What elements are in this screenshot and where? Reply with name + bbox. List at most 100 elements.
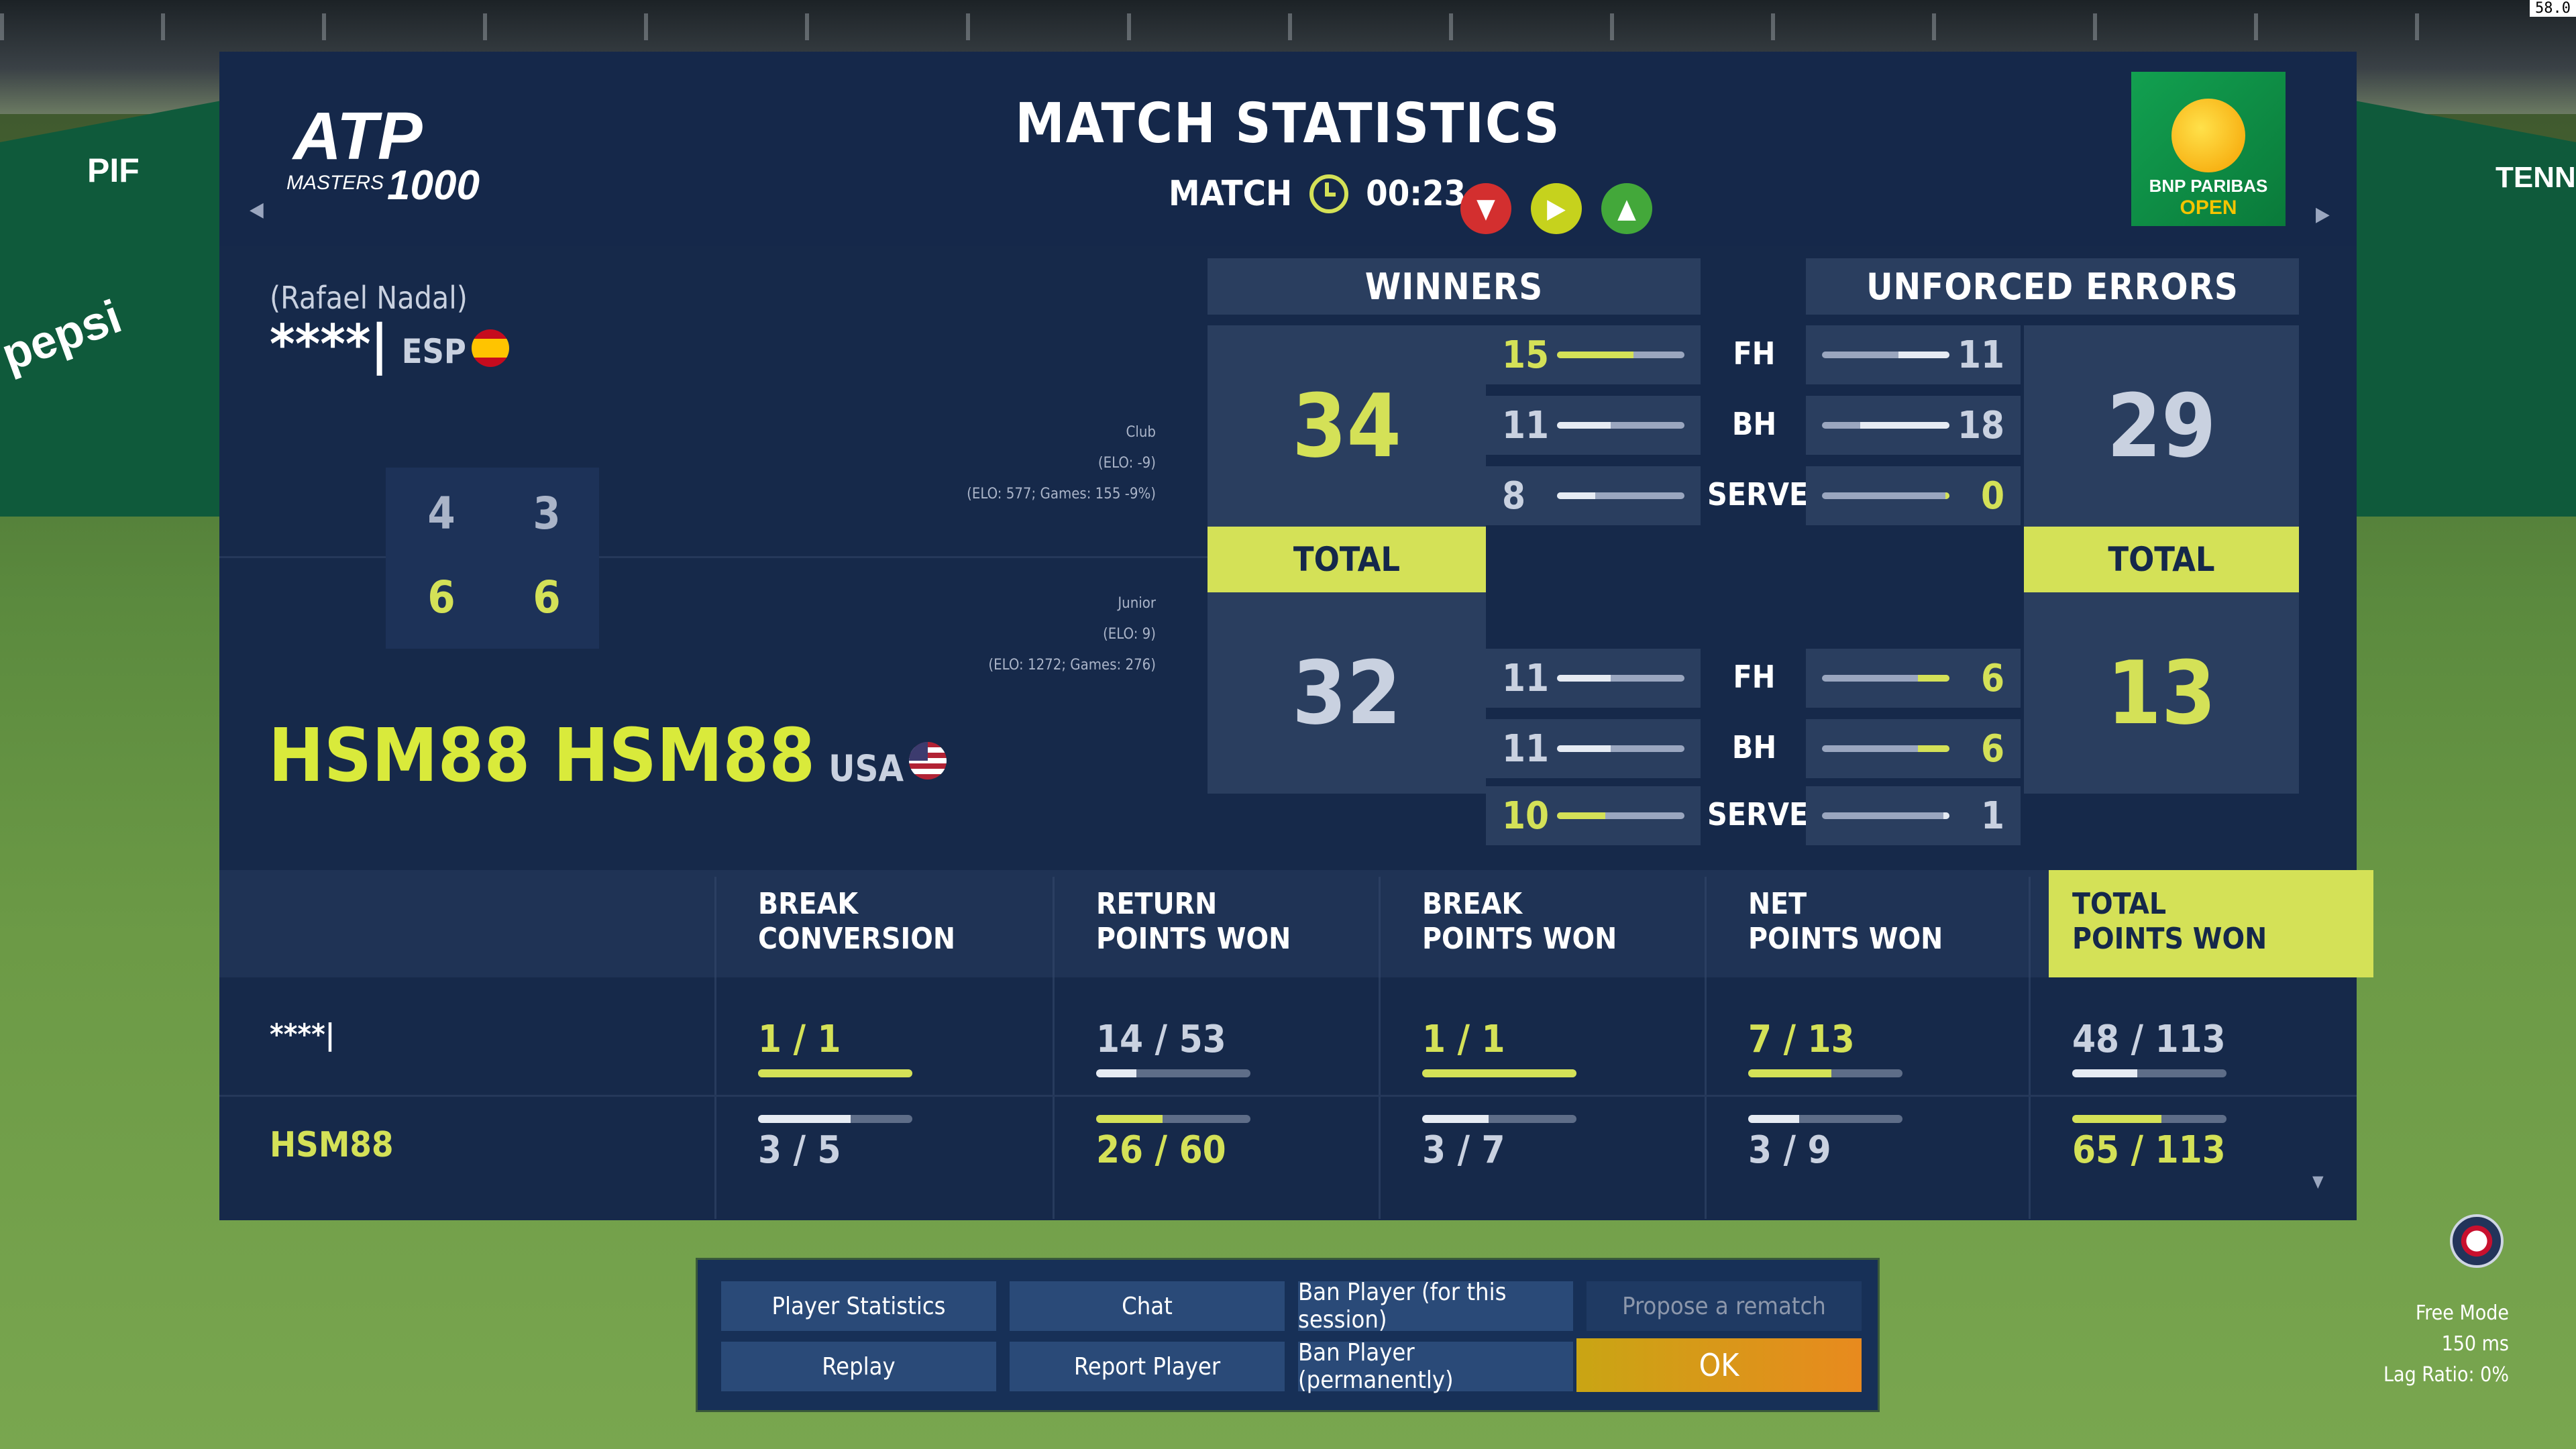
errors-bar <box>1822 352 1949 358</box>
next-arrow-icon[interactable]: ▶ <box>2316 203 2330 226</box>
svg-text:ATP: ATP <box>291 99 423 174</box>
column-header: BREAK CONVERSION <box>758 887 955 956</box>
player1-country: ESP <box>401 332 466 371</box>
p1-set1: 4 <box>427 488 455 539</box>
player1-realname: (Rafael Nadal) <box>270 280 468 316</box>
shot-type-label: SERVE <box>1707 796 1809 833</box>
tennis-ball-icon <box>2171 99 2245 172</box>
player-statistics-button[interactable]: Player Statistics <box>721 1281 996 1331</box>
match-statistics-panel: ATP MASTERS 1000 MATCH STATISTICS MATCH … <box>219 52 2373 1220</box>
errors-cell: 6 <box>1806 649 2021 708</box>
court-wall-right: TENN <box>2355 101 2576 517</box>
p2-stat-value: 26 / 60 <box>1096 1128 1226 1172</box>
p2-set1: 6 <box>427 572 455 623</box>
player2-name: HSM88 HSM88 USA <box>268 712 947 798</box>
column-separator <box>1705 877 1707 1219</box>
ban-player-session-button[interactable]: Ban Player (for this session) <box>1298 1279 1573 1334</box>
chat-button[interactable]: Chat <box>1010 1281 1285 1331</box>
user-avatar[interactable] <box>2450 1214 2504 1268</box>
p1-stat-value: 1 / 1 <box>758 1018 841 1061</box>
p2-errors-total: 13 <box>2024 592 2299 794</box>
thumbs-down-icon[interactable]: ▼ <box>1460 183 1511 234</box>
match-time: 00:23 <box>1366 174 1466 214</box>
errors-cell: 0 <box>1806 466 2021 525</box>
p2-stat-value: 3 / 9 <box>1748 1128 1831 1172</box>
ban-player-permanent-button[interactable]: Ban Player (permanently) <box>1298 1339 1573 1394</box>
mode-text: Free Mode <box>2415 1301 2509 1325</box>
report-player-button[interactable]: Report Player <box>1010 1342 1285 1391</box>
player2-country: USA <box>828 747 904 790</box>
column-separator <box>714 877 716 1219</box>
previous-arrow-icon[interactable]: ◀ <box>250 198 264 221</box>
errors-cell: 11 <box>1806 325 2021 384</box>
column-separator <box>2029 877 2031 1219</box>
p1-stat-value: 7 / 13 <box>1748 1018 1855 1061</box>
court-wall-left: PIF pepsi <box>0 101 221 517</box>
replay-button[interactable]: Replay <box>721 1342 996 1391</box>
total-points-header-bg <box>2049 870 2373 977</box>
p1-set2: 3 <box>533 488 561 539</box>
winners-cell: 11 <box>1486 396 1701 455</box>
column-separator <box>1053 877 1055 1219</box>
p1-stat-value: 1 / 1 <box>1422 1018 1505 1061</box>
winners-bar <box>1557 745 1684 752</box>
p2-winners-total: 32 <box>1208 592 1486 794</box>
winners-value: 11 <box>1502 403 1550 447</box>
clock-icon <box>1309 174 1349 213</box>
errors-cell: 18 <box>1806 396 2021 455</box>
panel-header <box>219 52 2357 246</box>
winners-value: 10 <box>1502 794 1550 838</box>
column-separator <box>1379 877 1381 1219</box>
errors-value: 6 <box>1980 656 2004 700</box>
winners-bar <box>1557 812 1684 819</box>
stats-table-header <box>219 870 2357 977</box>
shot-type-label: BH <box>1731 729 1777 765</box>
sponsor-pif: PIF <box>87 152 140 189</box>
errors-bar <box>1822 422 1949 429</box>
sponsor-pepsi: pepsi <box>0 290 128 381</box>
errors-cell: 1 <box>1806 786 2021 845</box>
p2-stat-bar <box>2072 1115 2226 1123</box>
p2-stat-bar <box>1422 1115 1576 1123</box>
match-timer: MATCH 00:23 <box>1169 174 1466 214</box>
p2-stat-bar <box>1096 1115 1250 1123</box>
bnp-paribas-open-logo: BNP PARIBAS OPEN <box>2131 72 2286 226</box>
errors-cell: 6 <box>1806 719 2021 778</box>
p1-stat-bar <box>1422 1069 1576 1077</box>
winners-bar <box>1557 352 1684 358</box>
winners-cell: 10 <box>1486 786 1701 845</box>
errors-value: 6 <box>1980 727 2004 771</box>
thumbs-up-icon[interactable]: ▲ <box>1601 183 1652 234</box>
p1-errors-total: 29 <box>2024 325 2299 527</box>
fps-counter: 58.0 <box>2530 0 2576 17</box>
p1-stat-bar <box>758 1069 912 1077</box>
p1-stat-bar <box>1748 1069 1902 1077</box>
svg-text:1000: 1000 <box>387 162 480 209</box>
scroll-down-icon[interactable]: ▼ <box>2312 1172 2324 1191</box>
p1-stat-bar <box>2072 1069 2226 1077</box>
ok-button[interactable]: OK <box>1576 1338 1862 1392</box>
p1-stat-value: 14 / 53 <box>1096 1018 1226 1061</box>
propose-rematch-button[interactable]: Propose a rematch <box>1587 1281 1862 1331</box>
column-header: TOTAL POINTS WON <box>2072 887 2267 956</box>
spain-flag-icon <box>471 329 509 368</box>
errors-value: 0 <box>1980 474 2004 518</box>
p2-stat-bar <box>1748 1115 1902 1123</box>
winners-value: 15 <box>1502 333 1550 377</box>
match-label: MATCH <box>1169 174 1293 214</box>
p1-stat-value: 48 / 113 <box>2072 1018 2226 1061</box>
winners-value: 8 <box>1502 474 1526 518</box>
set-scores: 4 3 6 6 <box>386 468 599 649</box>
p1-stat-bar <box>1096 1069 1250 1077</box>
shot-type-label: FH <box>1733 659 1776 695</box>
errors-value: 11 <box>1957 333 2005 377</box>
shot-type-label: BH <box>1731 406 1777 442</box>
ping-text: 150 ms <box>2441 1332 2509 1356</box>
errors-total-label: TOTAL <box>2024 527 2299 592</box>
thumbs-sideways-icon[interactable]: ▶ <box>1531 183 1582 234</box>
shot-type-label: FH <box>1733 335 1776 372</box>
errors-value: 1 <box>1980 794 2004 838</box>
player1-name: ****| ESP <box>270 313 509 376</box>
winners-bar <box>1557 492 1684 499</box>
lag-text: Lag Ratio: 0% <box>2383 1363 2509 1387</box>
